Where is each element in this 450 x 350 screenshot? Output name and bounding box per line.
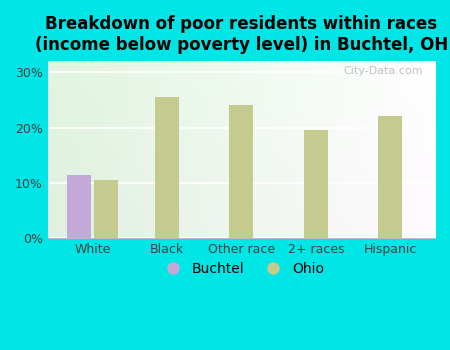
Legend: Buchtel, Ohio: Buchtel, Ohio [153, 256, 329, 281]
Bar [67, 175, 91, 238]
Bar [94, 180, 118, 238]
Title: Breakdown of poor residents within races
(income below poverty level) in Buchtel: Breakdown of poor residents within races… [35, 15, 448, 54]
Bar [230, 105, 253, 238]
Bar [155, 97, 179, 238]
Bar [378, 117, 402, 238]
Text: City-Data.com: City-Data.com [344, 66, 423, 76]
Bar [304, 130, 328, 238]
